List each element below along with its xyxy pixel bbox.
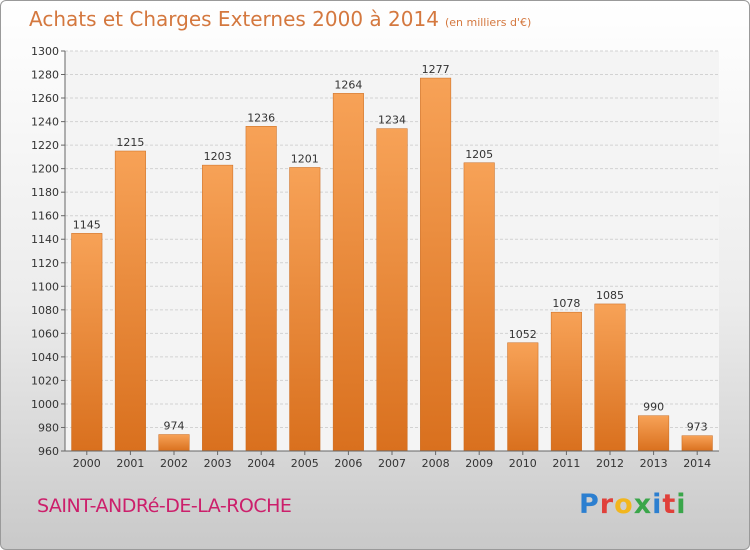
bar (376, 128, 408, 452)
bar (594, 303, 626, 452)
y-tick-label: 1100 (31, 280, 59, 293)
y-tick-label: 1200 (31, 163, 59, 176)
x-tick-label: 2012 (596, 457, 624, 470)
y-tick-label: 1280 (31, 69, 59, 82)
y-tick-label: 960 (38, 445, 59, 458)
x-axis: 2000 2001 2002 2003 2004 2005 2006 2007 2008 2009… (65, 450, 719, 470)
x-tick-label: 2003 (204, 457, 232, 470)
y-tick-label: 1160 (31, 210, 59, 223)
x-tick-label: 2002 (160, 457, 188, 470)
bar (202, 164, 234, 452)
bar-value-label: 1085 (596, 289, 624, 302)
bar (158, 434, 190, 452)
bar-value-label: 1201 (291, 152, 319, 165)
x-tick-label: 2005 (291, 457, 319, 470)
chart-title: Achats et Charges Externes 2000 à 2014 (e… (29, 7, 531, 31)
bar-chart: 960 980 1000 1020 1040 1060 1080 1100 1120 1140 11… (31, 45, 719, 470)
x-tick-label: 2000 (73, 457, 101, 470)
y-tick-label: 1260 (31, 92, 59, 105)
x-tick-label: 2006 (334, 457, 362, 470)
y-tick-label: 1300 (31, 45, 59, 58)
bar (681, 435, 713, 452)
chart-title-text: Achats et Charges Externes 2000 à 2014 (29, 7, 439, 31)
bar-value-label: 974 (164, 420, 185, 433)
bar-value-label: 1277 (422, 63, 450, 76)
chart-subtitle: (en milliers d'€) (444, 16, 532, 29)
bar (638, 415, 670, 452)
bar (550, 311, 582, 452)
bar-value-label: 1205 (465, 148, 493, 161)
bar-value-label: 1234 (378, 114, 406, 127)
logo-letter: x (633, 489, 653, 520)
y-axis: 960 980 1000 1020 1040 1060 1080 1100 1120 1140 11… (31, 45, 66, 458)
y-tick-label: 1220 (31, 139, 59, 152)
bar-value-label: 1052 (509, 328, 537, 341)
x-tick-label: 2004 (247, 457, 275, 470)
bar-value-label: 1236 (247, 111, 275, 124)
bars: 1145 1215 974 1203 1236 1201 1264 1234 1277 1205 1… (71, 63, 713, 452)
bar (420, 77, 452, 452)
x-tick-label: 2007 (378, 457, 406, 470)
bar (289, 167, 321, 452)
y-tick-label: 1060 (31, 327, 59, 340)
bar (332, 93, 364, 452)
commune-name: SAINT-ANDRé-DE-LA-ROCHE (37, 495, 292, 517)
logo-letter: i (652, 489, 663, 520)
bar (507, 342, 539, 452)
x-tick-label: 2008 (422, 457, 450, 470)
y-tick-label: 1180 (31, 186, 59, 199)
y-tick-label: 980 (38, 421, 59, 434)
x-tick-label: 2013 (640, 457, 668, 470)
bar-value-label: 1203 (204, 150, 232, 163)
bar (245, 126, 277, 452)
bar (114, 150, 146, 452)
x-tick-label: 2011 (552, 457, 580, 470)
bar-value-label: 973 (687, 421, 708, 434)
x-tick-label: 2010 (509, 457, 537, 470)
y-tick-label: 1020 (31, 374, 59, 387)
x-tick-label: 2001 (116, 457, 144, 470)
x-tick-label: 2014 (683, 457, 711, 470)
logo-letter: t (662, 489, 677, 520)
y-tick-label: 1120 (31, 257, 59, 270)
proxiti-logo: Proxiti (579, 489, 687, 520)
x-tick-label: 2009 (465, 457, 493, 470)
logo-letter: r (599, 489, 615, 520)
bar-value-label: 1145 (73, 218, 101, 231)
bar-value-label: 1264 (334, 78, 362, 91)
logo-letter: o (614, 489, 634, 520)
y-tick-label: 1140 (31, 233, 59, 246)
bar (463, 162, 495, 452)
bar-value-label: 1215 (116, 136, 144, 149)
logo-letter: i (676, 489, 687, 520)
bar-value-label: 990 (643, 401, 664, 414)
y-tick-label: 1240 (31, 116, 59, 129)
logo-letter: P (579, 489, 600, 520)
bar (71, 233, 103, 452)
bar-value-label: 1078 (552, 297, 580, 310)
y-tick-label: 1080 (31, 304, 59, 317)
y-tick-label: 1000 (31, 398, 59, 411)
y-tick-label: 1040 (31, 351, 59, 364)
